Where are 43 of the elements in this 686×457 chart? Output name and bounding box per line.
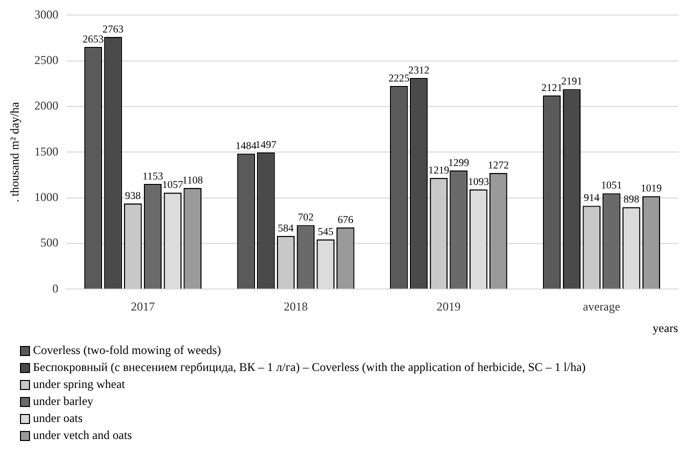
- data-label: 2653: [82, 34, 104, 46]
- x-tick-label: 2017: [130, 300, 155, 314]
- y-axis-title: . thousand m² day/ha: [7, 101, 22, 202]
- data-label: 545: [318, 226, 334, 238]
- data-label: 1272: [488, 160, 509, 172]
- data-label: 1219: [428, 165, 450, 176]
- y-tick-label: 2000: [34, 98, 58, 113]
- legend-label: Coverless (two-fold mowing of weeds): [33, 342, 221, 359]
- legend-label: under oats: [33, 410, 83, 427]
- y-tick-label: 500: [40, 236, 58, 250]
- data-label: 938: [125, 191, 141, 202]
- data-label: 1051: [600, 180, 622, 192]
- data-label: 898: [623, 194, 640, 206]
- x-tick-label: 2019: [436, 300, 461, 314]
- data-label: 1153: [142, 171, 164, 182]
- data-label: 2312: [408, 66, 430, 77]
- data-label: 2191: [561, 76, 582, 88]
- data-label: 2225: [388, 73, 410, 84]
- x-axis-title: years: [652, 320, 678, 335]
- legend-label: Беспокровный (с внесением гербицида, ВК – 1 л/га) – Coverless (with the application of herbicide, SC – 1 l/ha): [33, 359, 586, 376]
- legend-label: under barley: [33, 393, 94, 410]
- x-tick-label: average: [582, 300, 620, 314]
- y-tick-label: 2500: [34, 53, 58, 68]
- data-label: 702: [298, 212, 314, 224]
- y-tick-label: 0: [52, 281, 58, 296]
- data-label: 2763: [102, 24, 124, 36]
- data-label: 1497: [255, 140, 276, 151]
- data-label: 1108: [182, 176, 203, 187]
- data-label: 584: [278, 223, 294, 234]
- y-tick-label: 3000: [34, 7, 58, 22]
- data-label: 676: [338, 214, 354, 226]
- data-label: 1299: [448, 158, 470, 170]
- data-label: 1484: [236, 141, 258, 152]
- x-tick-label: 2018: [284, 300, 308, 314]
- legend-label: under vetch and oats: [33, 427, 132, 444]
- y-tick-label: 1500: [34, 144, 58, 158]
- legend-label: under spring wheat: [33, 376, 125, 393]
- data-label: 1019: [640, 184, 662, 195]
- data-label: 914: [584, 193, 600, 204]
- data-label: 1057: [162, 180, 184, 192]
- data-label: 1093: [468, 176, 489, 188]
- y-tick-label: 1000: [34, 190, 58, 204]
- data-label: 2121: [541, 82, 562, 94]
